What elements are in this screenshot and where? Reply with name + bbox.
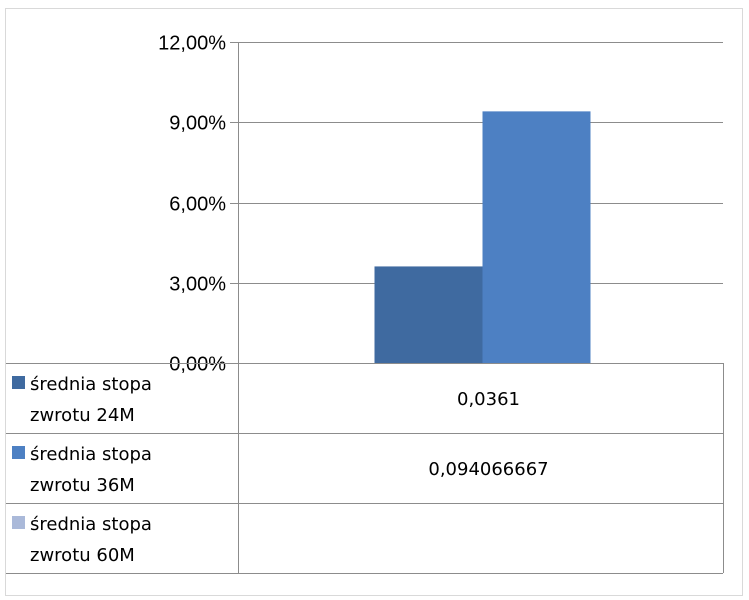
legend-swatch — [12, 516, 25, 529]
y-tick-label: 12,00% — [158, 33, 226, 55]
legend-label: zwrotu 24M — [30, 405, 135, 426]
legend-label: średnia stopa — [30, 444, 152, 465]
bar-chart: 0,00% 3,00% 6,00% 9,00% 12,00% średnia stopa… — [6, 33, 724, 574]
y-tick-label: 6,00% — [169, 194, 226, 216]
legend-label: średnia stopa — [30, 374, 152, 395]
legend-label: zwrotu 36M — [30, 475, 135, 496]
chart-frame: 0,00% 3,00% 6,00% 9,00% 12,00% średnia stopa… — [5, 8, 743, 596]
data-table: średnia stopa zwrotu 24M 0,0361 średnia sto… — [6, 363, 724, 574]
y-tick-label: 0,00% — [169, 354, 226, 376]
y-tick-label: 3,00% — [169, 274, 226, 296]
table-value: 0,0361 — [457, 389, 520, 410]
legend-label: średnia stopa — [30, 514, 152, 535]
bar — [482, 111, 591, 363]
legend-swatch — [12, 376, 25, 389]
bars — [374, 111, 591, 363]
legend-swatch — [12, 446, 25, 459]
bar — [374, 266, 483, 363]
y-axis-tick-labels: 0,00% 3,00% 6,00% 9,00% 12,00% — [158, 33, 226, 376]
legend-label: zwrotu 60M — [30, 545, 135, 566]
table-value: 0,094066667 — [428, 459, 548, 480]
y-tick-label: 9,00% — [169, 113, 226, 135]
